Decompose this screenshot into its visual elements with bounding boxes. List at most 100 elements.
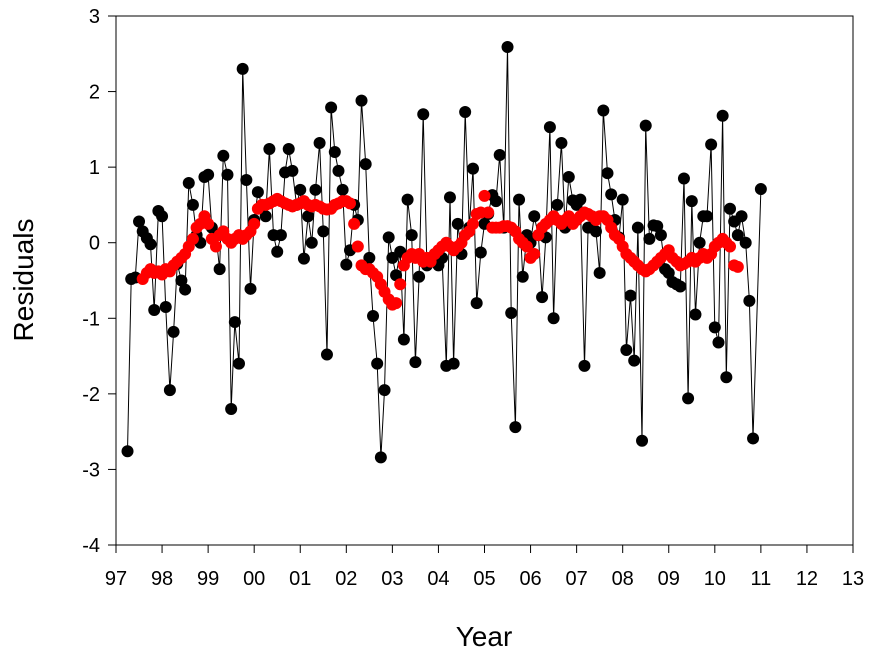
observed-residual-point xyxy=(179,283,192,296)
observed-residual-point xyxy=(516,270,529,283)
observed-residual-point xyxy=(605,188,618,201)
observed-residual-point xyxy=(551,198,564,211)
observed-residual-point xyxy=(682,392,695,405)
observed-residual-point xyxy=(724,202,737,215)
observed-residual-point xyxy=(528,210,541,223)
observed-residual-point xyxy=(371,357,384,370)
x-tick-label: 10 xyxy=(704,568,726,590)
observed-residual-point xyxy=(493,149,506,162)
observed-residual-point xyxy=(543,121,556,134)
observed-residual-point xyxy=(674,280,687,293)
y-tick-label: 3 xyxy=(89,6,100,28)
observed-residual-point xyxy=(624,289,637,302)
y-tick-label: -2 xyxy=(82,384,100,406)
observed-residual-point xyxy=(547,312,560,325)
observed-residual-point xyxy=(513,193,526,206)
observed-residual-point xyxy=(148,303,161,316)
observed-residual-point xyxy=(274,229,287,242)
observed-residual-point xyxy=(631,221,644,234)
observed-residual-point xyxy=(378,384,391,397)
smoothed-trend-point xyxy=(390,297,403,310)
x-tick-label: 04 xyxy=(427,568,449,590)
y-tick-label: 1 xyxy=(89,157,100,179)
observed-residual-point xyxy=(121,445,134,458)
observed-residual-point xyxy=(708,321,721,334)
y-tick-label: 0 xyxy=(89,233,100,255)
observed-residual-point xyxy=(562,170,575,183)
y-tick-label: 2 xyxy=(89,82,100,104)
x-tick-label: 03 xyxy=(381,568,403,590)
observed-residual-point xyxy=(221,168,234,181)
observed-residual-point xyxy=(282,143,295,156)
observed-residual-point xyxy=(451,217,464,230)
observed-residual-point xyxy=(156,210,169,223)
observed-residual-point xyxy=(232,357,245,370)
x-tick-label: 98 xyxy=(151,568,173,590)
smoothed-trend-point xyxy=(478,189,491,202)
observed-residual-point xyxy=(286,164,299,177)
x-tick-label: 05 xyxy=(473,568,495,590)
observed-residual-point xyxy=(225,402,238,415)
observed-residual-point xyxy=(271,245,284,258)
x-tick-label: 08 xyxy=(612,568,634,590)
smoothed-trend-point xyxy=(482,206,495,219)
observed-residual-point xyxy=(367,310,380,323)
observed-residual-point xyxy=(443,191,456,204)
observed-residual-point xyxy=(578,359,591,372)
smoothed-trend-point xyxy=(351,240,364,253)
observed-residual-point xyxy=(401,193,414,206)
x-tick-label: 07 xyxy=(566,568,588,590)
observed-residual-point xyxy=(616,193,629,206)
observed-residual-point xyxy=(163,384,176,397)
observed-residual-point xyxy=(294,183,307,196)
observed-residual-point xyxy=(175,274,188,287)
smoothed-trend-point xyxy=(466,217,479,230)
observed-residual-point xyxy=(240,173,253,186)
observed-residual-point xyxy=(363,251,376,264)
x-tick-label: 97 xyxy=(105,568,127,590)
observed-residual-point xyxy=(474,246,487,259)
observed-residual-point xyxy=(313,136,326,149)
observed-residual-point xyxy=(597,104,610,117)
observed-residual-point xyxy=(217,149,230,162)
observed-residual-point xyxy=(643,232,656,245)
observed-residual-point xyxy=(639,119,652,132)
observed-residual-point xyxy=(332,164,345,177)
x-tick-label: 11 xyxy=(750,568,771,590)
smoothed-trend-point xyxy=(248,217,261,230)
y-axis-title: Residuals xyxy=(8,219,39,342)
observed-residual-point xyxy=(182,177,195,190)
observed-residual-point xyxy=(628,354,641,367)
observed-residual-point xyxy=(213,263,226,276)
observed-residual-point xyxy=(712,336,725,349)
observed-residual-point xyxy=(555,136,568,149)
observed-residual-point xyxy=(374,451,387,464)
observed-residual-point xyxy=(735,210,748,223)
smoothed-trend-point xyxy=(528,248,541,261)
observed-residual-point xyxy=(509,421,522,434)
observed-residual-point xyxy=(251,186,264,199)
observed-residual-point xyxy=(459,105,472,118)
observed-residual-point xyxy=(340,258,353,271)
observed-residual-point xyxy=(620,344,633,357)
observed-residual-point xyxy=(228,316,241,329)
observed-residual-point xyxy=(382,231,395,244)
observed-residual-point xyxy=(466,162,479,175)
observed-residual-point xyxy=(355,94,368,107)
observed-residual-point xyxy=(677,172,690,185)
observed-residual-point xyxy=(716,109,729,122)
observed-residual-point xyxy=(302,210,315,223)
observed-residual-point xyxy=(144,238,157,251)
observed-residual-point xyxy=(413,270,426,283)
smoothed-trend-point xyxy=(520,240,533,253)
observed-residual-point xyxy=(359,158,372,171)
observed-residual-point xyxy=(236,62,249,75)
x-tick-label: 99 xyxy=(197,568,219,590)
observed-residual-point xyxy=(317,225,330,238)
observed-residual-point xyxy=(167,325,180,338)
observed-residual-point xyxy=(505,306,518,319)
observed-residual-point xyxy=(536,291,549,304)
smoothed-trend-point xyxy=(731,260,744,273)
x-tick-label: 06 xyxy=(519,568,541,590)
